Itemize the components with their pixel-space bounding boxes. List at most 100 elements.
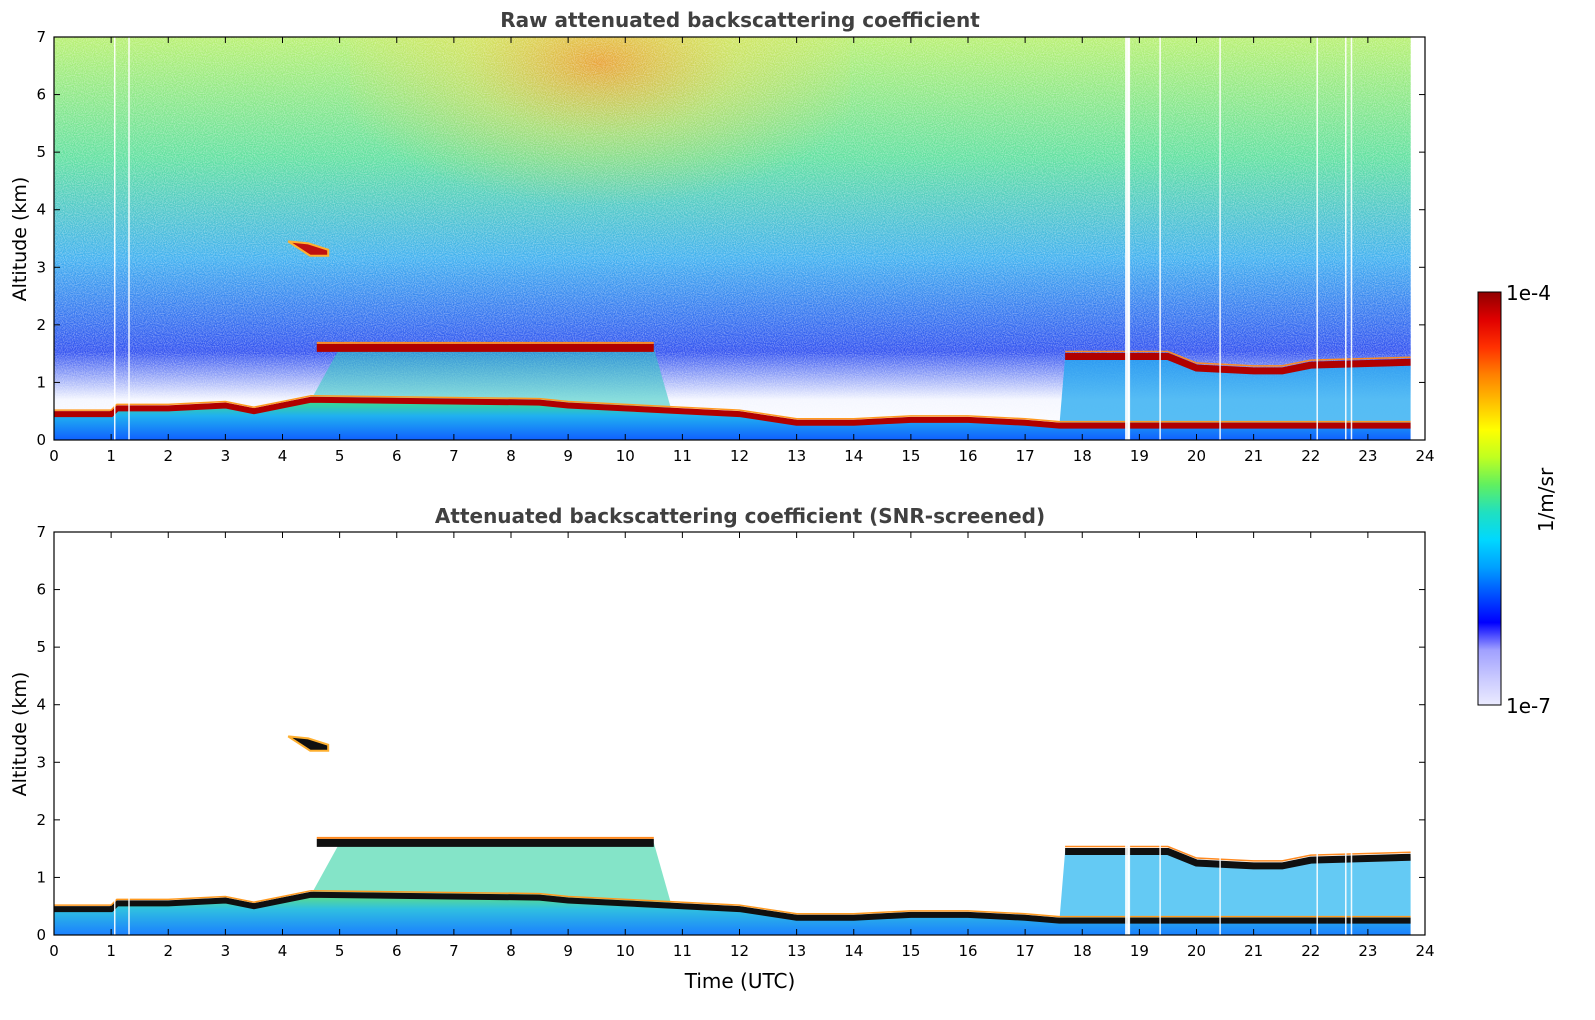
x-tick-label: 17 (1016, 942, 1035, 960)
x-tick-label: 13 (787, 447, 806, 465)
y-tick-label: 4 (36, 201, 46, 219)
x-tick-label: 15 (901, 447, 920, 465)
x-tick-label: 1 (106, 942, 116, 960)
missing-profile-gap (1127, 532, 1130, 935)
y-tick-label: 4 (36, 696, 46, 714)
evening-aerosol-layer (1059, 851, 1411, 921)
missing-profile-gap (1345, 532, 1347, 935)
x-tick-label: 16 (958, 942, 977, 960)
x-tick-label: 8 (506, 447, 516, 465)
x-tick-label: 3 (221, 942, 231, 960)
cloud-layer-1-6km-edge (316, 836, 654, 839)
screened-y-axis-label: Altitude (km) (9, 672, 31, 797)
raw-panel-title: Raw attenuated backscattering coefficien… (500, 8, 980, 32)
x-tick-label: 23 (1358, 942, 1377, 960)
colorbar: 1e-4 1e-7 1/m/sr (1477, 281, 1558, 718)
x-tick-label: 8 (506, 942, 516, 960)
x-tick-label: 16 (958, 447, 977, 465)
missing-profile-gap (128, 532, 130, 935)
missing-profile-gap (113, 532, 116, 935)
isolated-cloud (288, 241, 329, 256)
boundary-layer-aerosol (54, 399, 1411, 440)
boundary-layer-aerosol (54, 894, 1411, 935)
residual-aerosol-layer (311, 842, 671, 904)
y-tick-label: 2 (36, 316, 46, 334)
x-tick-label: 12 (730, 942, 749, 960)
x-tick-label: 0 (49, 447, 59, 465)
x-tick-label: 18 (1073, 447, 1092, 465)
x-tick-label: 7 (449, 447, 459, 465)
boundary-layer-top-line (54, 891, 1411, 924)
raw-y-axis-label: Altitude (km) (9, 177, 31, 302)
x-tick-label: 21 (1244, 942, 1263, 960)
missing-profile-gap (1345, 37, 1347, 440)
cloud-layer-1-4km (1065, 848, 1411, 870)
missing-profile-gap (1219, 37, 1221, 440)
raw-backscatter-panel: Raw attenuated backscattering coefficien… (9, 8, 1435, 465)
x-tick-label: 20 (1187, 942, 1206, 960)
y-tick-label: 6 (36, 581, 46, 599)
boundary-layer-top-line (54, 396, 1411, 429)
y-tick-label: 5 (36, 638, 46, 656)
x-tick-label: 7 (449, 942, 459, 960)
x-tick-label: 9 (563, 447, 573, 465)
x-tick-label: 22 (1301, 447, 1320, 465)
no-data-region (1410, 37, 1425, 440)
cloud-layer-1-4km (1065, 353, 1411, 375)
boundary-layer-top-edge (54, 889, 1411, 918)
x-tick-label: 9 (563, 942, 573, 960)
cloud-layer-1-4km-edge (1065, 350, 1411, 367)
y-tick-label: 6 (36, 86, 46, 104)
x-tick-label: 6 (392, 447, 402, 465)
screened-panel-title: Attenuated backscattering coefficient (S… (435, 504, 1045, 528)
raw-heatmap (54, 37, 1425, 440)
x-tick-label: 19 (1130, 942, 1149, 960)
y-tick-label: 3 (36, 258, 46, 276)
cloud-layer-1-4km-edge (1065, 845, 1411, 862)
x-tick-label: 20 (1187, 447, 1206, 465)
isolated-cloud-edge (287, 735, 330, 752)
cloud-layer-1-6km-edge (316, 341, 654, 344)
y-tick-label: 7 (36, 523, 46, 541)
x-tick-label: 0 (49, 942, 59, 960)
colorbar-max-label: 1e-4 (1506, 281, 1551, 305)
missing-profile-gap (1316, 37, 1318, 440)
cloud-layer-1-6km (316, 343, 654, 352)
x-tick-label: 15 (901, 942, 920, 960)
x-tick-label: 18 (1073, 942, 1092, 960)
x-tick-label: 1 (106, 447, 116, 465)
y-tick-label: 1 (36, 868, 46, 886)
x-tick-label: 21 (1244, 447, 1263, 465)
x-tick-label: 24 (1415, 447, 1434, 465)
x-tick-label: 4 (278, 942, 288, 960)
missing-profile-gap (1159, 532, 1161, 935)
x-tick-label: 3 (221, 447, 231, 465)
y-tick-label: 0 (36, 431, 46, 449)
y-tick-label: 2 (36, 811, 46, 829)
missing-profile-gap (1125, 532, 1131, 935)
x-tick-label: 23 (1358, 447, 1377, 465)
x-tick-label: 2 (163, 942, 173, 960)
colorbar-unit-label: 1/m/sr (1534, 467, 1558, 532)
x-tick-label: 14 (844, 447, 863, 465)
y-tick-label: 1 (36, 373, 46, 391)
missing-profile-gap (1350, 37, 1353, 440)
missing-profile-gap (1159, 37, 1161, 440)
x-tick-label: 12 (730, 447, 749, 465)
missing-profile-gap (1127, 37, 1130, 440)
y-tick-label: 0 (36, 926, 46, 944)
colorbar-gradient (1477, 291, 1502, 706)
boundary-layer-top-edge (54, 394, 1411, 423)
missing-profile-gap (1219, 532, 1221, 935)
x-tick-label: 5 (335, 447, 345, 465)
x-tick-label: 6 (392, 942, 402, 960)
x-tick-label: 17 (1016, 447, 1035, 465)
x-tick-label: 10 (616, 942, 635, 960)
y-tick-label: 7 (36, 28, 46, 46)
x-tick-label: 5 (335, 942, 345, 960)
screened-backscatter-panel: Attenuated backscattering coefficient (S… (9, 504, 1435, 993)
screened-heatmap (54, 532, 1425, 935)
y-tick-label: 3 (36, 753, 46, 771)
colorbar-min-label: 1e-7 (1506, 694, 1551, 718)
